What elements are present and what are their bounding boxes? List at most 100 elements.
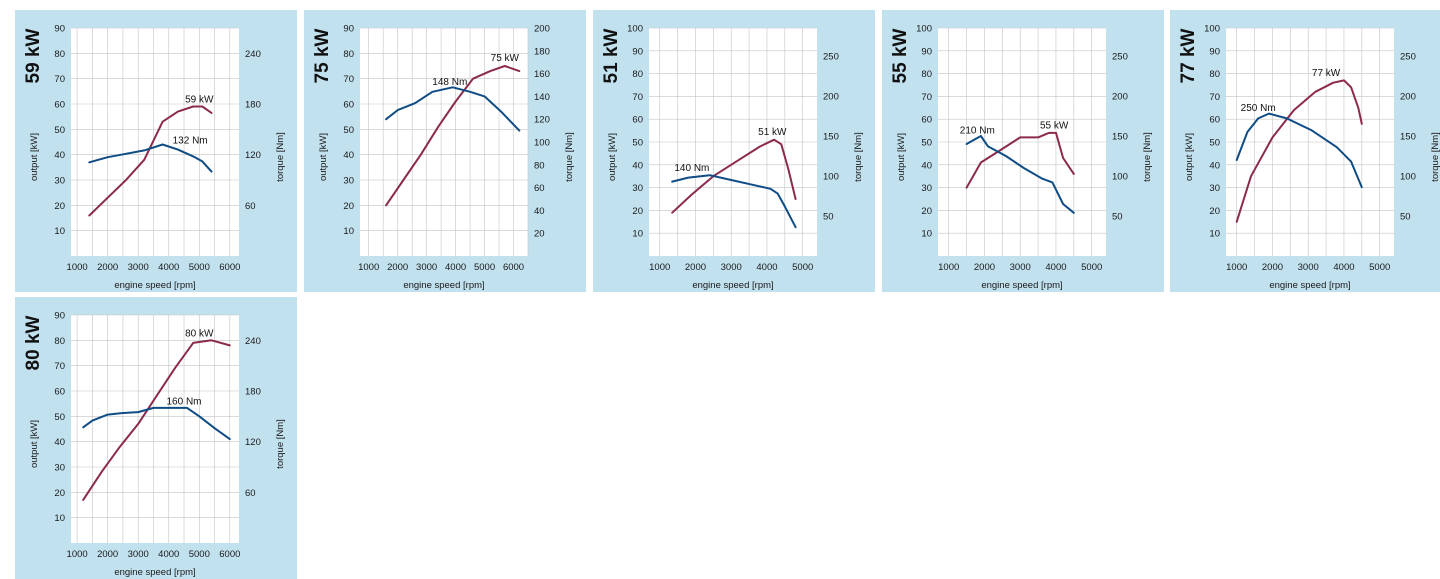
peak-torque-label: 250 Nm: [1241, 103, 1276, 114]
y-left-tick-label: 60: [921, 115, 932, 126]
output-curve: [82, 339, 231, 501]
x-tick-label: 1000: [938, 262, 959, 273]
y-left-tick-label: 70: [54, 74, 65, 85]
chart-panel: 80 kW 10 20 30 40 50 60 70 80 90 60 120 180 240 1000 20…: [15, 297, 297, 579]
x-axis-label: engine speed [rpm]: [114, 280, 195, 291]
x-tick-label: 2000: [387, 262, 408, 273]
y-left-tick-label: 20: [632, 206, 643, 217]
x-tick-label: 1000: [1226, 262, 1247, 273]
y-left-tick-label: 10: [54, 226, 65, 237]
y-left-tick-label: 70: [1209, 92, 1220, 103]
engine-chart: 55 kW 10 20 30 40 50 60 70 80 90 100 50 100 150 200 250…: [890, 24, 1153, 292]
y-left-tick-label: 50: [343, 125, 354, 136]
output-curve: [88, 105, 213, 217]
y-right-tick-label: 50: [823, 212, 834, 223]
x-tick-label: 5000: [474, 262, 495, 273]
x-tick-label: 4000: [1045, 262, 1066, 273]
x-tick-label: 5000: [1369, 262, 1390, 273]
y-right-tick-label: 20: [534, 229, 545, 240]
plot-area: [360, 28, 528, 256]
y-left-tick-label: 50: [54, 125, 65, 136]
chart-panel: 75 kW 10 20 30 40 50 60 70 80 90 20 40 60 80 100 120 140…: [304, 10, 586, 292]
y-left-tick-label: 60: [632, 115, 643, 126]
y-left-tick-label: 70: [54, 361, 65, 372]
y-left-tick-label: 80: [343, 49, 354, 60]
y-right-tick-label: 150: [1112, 132, 1128, 143]
y-left-tick-label: 50: [1209, 138, 1220, 149]
y-left-tick-label: 50: [632, 138, 643, 149]
y-left-tick-label: 30: [54, 176, 65, 187]
y-right-tick-label: 100: [1400, 172, 1416, 183]
x-tick-label: 2000: [97, 549, 118, 560]
y-left-tick-label: 20: [54, 488, 65, 499]
x-axis-label: engine speed [rpm]: [981, 280, 1062, 291]
x-tick-label: 4000: [158, 262, 179, 273]
y-left-axis-label: output [kW]: [607, 133, 618, 181]
output-curve: [965, 131, 1075, 189]
y-right-tick-label: 100: [534, 138, 550, 149]
y-left-tick-label: 90: [54, 24, 65, 35]
y-left-tick-label: 40: [343, 150, 354, 161]
x-axis-label: engine speed [rpm]: [403, 280, 484, 291]
x-tick-label: 3000: [1010, 262, 1031, 273]
y-right-tick-label: 150: [1400, 132, 1416, 143]
output-curve: [1235, 79, 1363, 223]
engine-chart: 80 kW 10 20 30 40 50 60 70 80 90 60 120 180 240 1000 20…: [23, 311, 286, 579]
y-left-tick-label: 90: [921, 46, 932, 57]
y-right-tick-label: 50: [1400, 212, 1411, 223]
x-tick-label: 5000: [792, 262, 813, 273]
x-tick-label: 1000: [649, 262, 670, 273]
y-left-tick-label: 10: [632, 229, 643, 240]
x-tick-label: 3000: [128, 549, 149, 560]
y-left-tick-label: 40: [921, 160, 932, 171]
torque-curve: [965, 135, 1075, 214]
y-left-tick-label: 80: [921, 69, 932, 80]
y-right-tick-label: 50: [1112, 212, 1123, 223]
y-left-tick-label: 80: [54, 336, 65, 347]
chart-panel: 77 kW 10 20 30 40 50 60 70 80 90 100 50 100 150 200 250…: [1170, 10, 1440, 292]
y-left-tick-label: 90: [343, 24, 354, 35]
peak-torque-label: 148 Nm: [432, 77, 467, 88]
chart-title: 75 kW: [312, 28, 333, 83]
x-tick-label: 3000: [721, 262, 742, 273]
x-tick-label: 2000: [974, 262, 995, 273]
chart-panel: 51 kW 10 20 30 40 50 60 70 80 90 100 50 100 150 200 250…: [593, 10, 875, 292]
engine-chart: 77 kW 10 20 30 40 50 60 70 80 90 100 50 100 150 200 250…: [1178, 24, 1440, 292]
y-left-tick-label: 100: [1204, 24, 1220, 35]
y-right-tick-label: 150: [823, 132, 839, 143]
chart-title: 77 kW: [1178, 28, 1199, 83]
torque-curve: [88, 143, 213, 173]
x-tick-label: 5000: [189, 549, 210, 560]
peak-output-label: 77 kW: [1312, 68, 1341, 79]
y-right-tick-label: 120: [534, 115, 550, 126]
x-tick-label: 4000: [445, 262, 466, 273]
x-axis-label: engine speed [rpm]: [1269, 280, 1350, 291]
peak-torque-label: 160 Nm: [167, 397, 202, 408]
chart-title: 80 kW: [23, 315, 44, 370]
x-tick-label: 4000: [756, 262, 777, 273]
y-right-tick-label: 200: [823, 92, 839, 103]
x-tick-label: 6000: [219, 549, 240, 560]
y-right-tick-label: 80: [534, 160, 545, 171]
y-right-tick-label: 100: [1112, 172, 1128, 183]
chart-title: 51 kW: [601, 28, 622, 83]
y-left-axis-label: output [kW]: [318, 133, 329, 181]
torque-curve: [671, 174, 797, 229]
y-right-tick-label: 60: [534, 183, 545, 194]
y-left-tick-label: 80: [1209, 69, 1220, 80]
y-right-tick-label: 200: [1112, 92, 1128, 103]
y-left-tick-label: 70: [632, 92, 643, 103]
y-right-tick-label: 140: [534, 92, 550, 103]
y-right-tick-label: 60: [245, 201, 256, 212]
x-axis-label: engine speed [rpm]: [114, 567, 195, 578]
x-tick-label: 3000: [128, 262, 149, 273]
y-left-tick-label: 100: [916, 24, 932, 35]
y-left-tick-label: 20: [54, 201, 65, 212]
y-left-tick-label: 20: [921, 206, 932, 217]
y-left-axis-label: output [kW]: [1184, 133, 1195, 181]
peak-torque-label: 132 Nm: [173, 136, 208, 147]
y-right-tick-label: 180: [534, 46, 550, 57]
y-right-tick-label: 240: [245, 336, 261, 347]
x-tick-label: 2000: [1262, 262, 1283, 273]
y-right-tick-label: 250: [1400, 52, 1416, 63]
